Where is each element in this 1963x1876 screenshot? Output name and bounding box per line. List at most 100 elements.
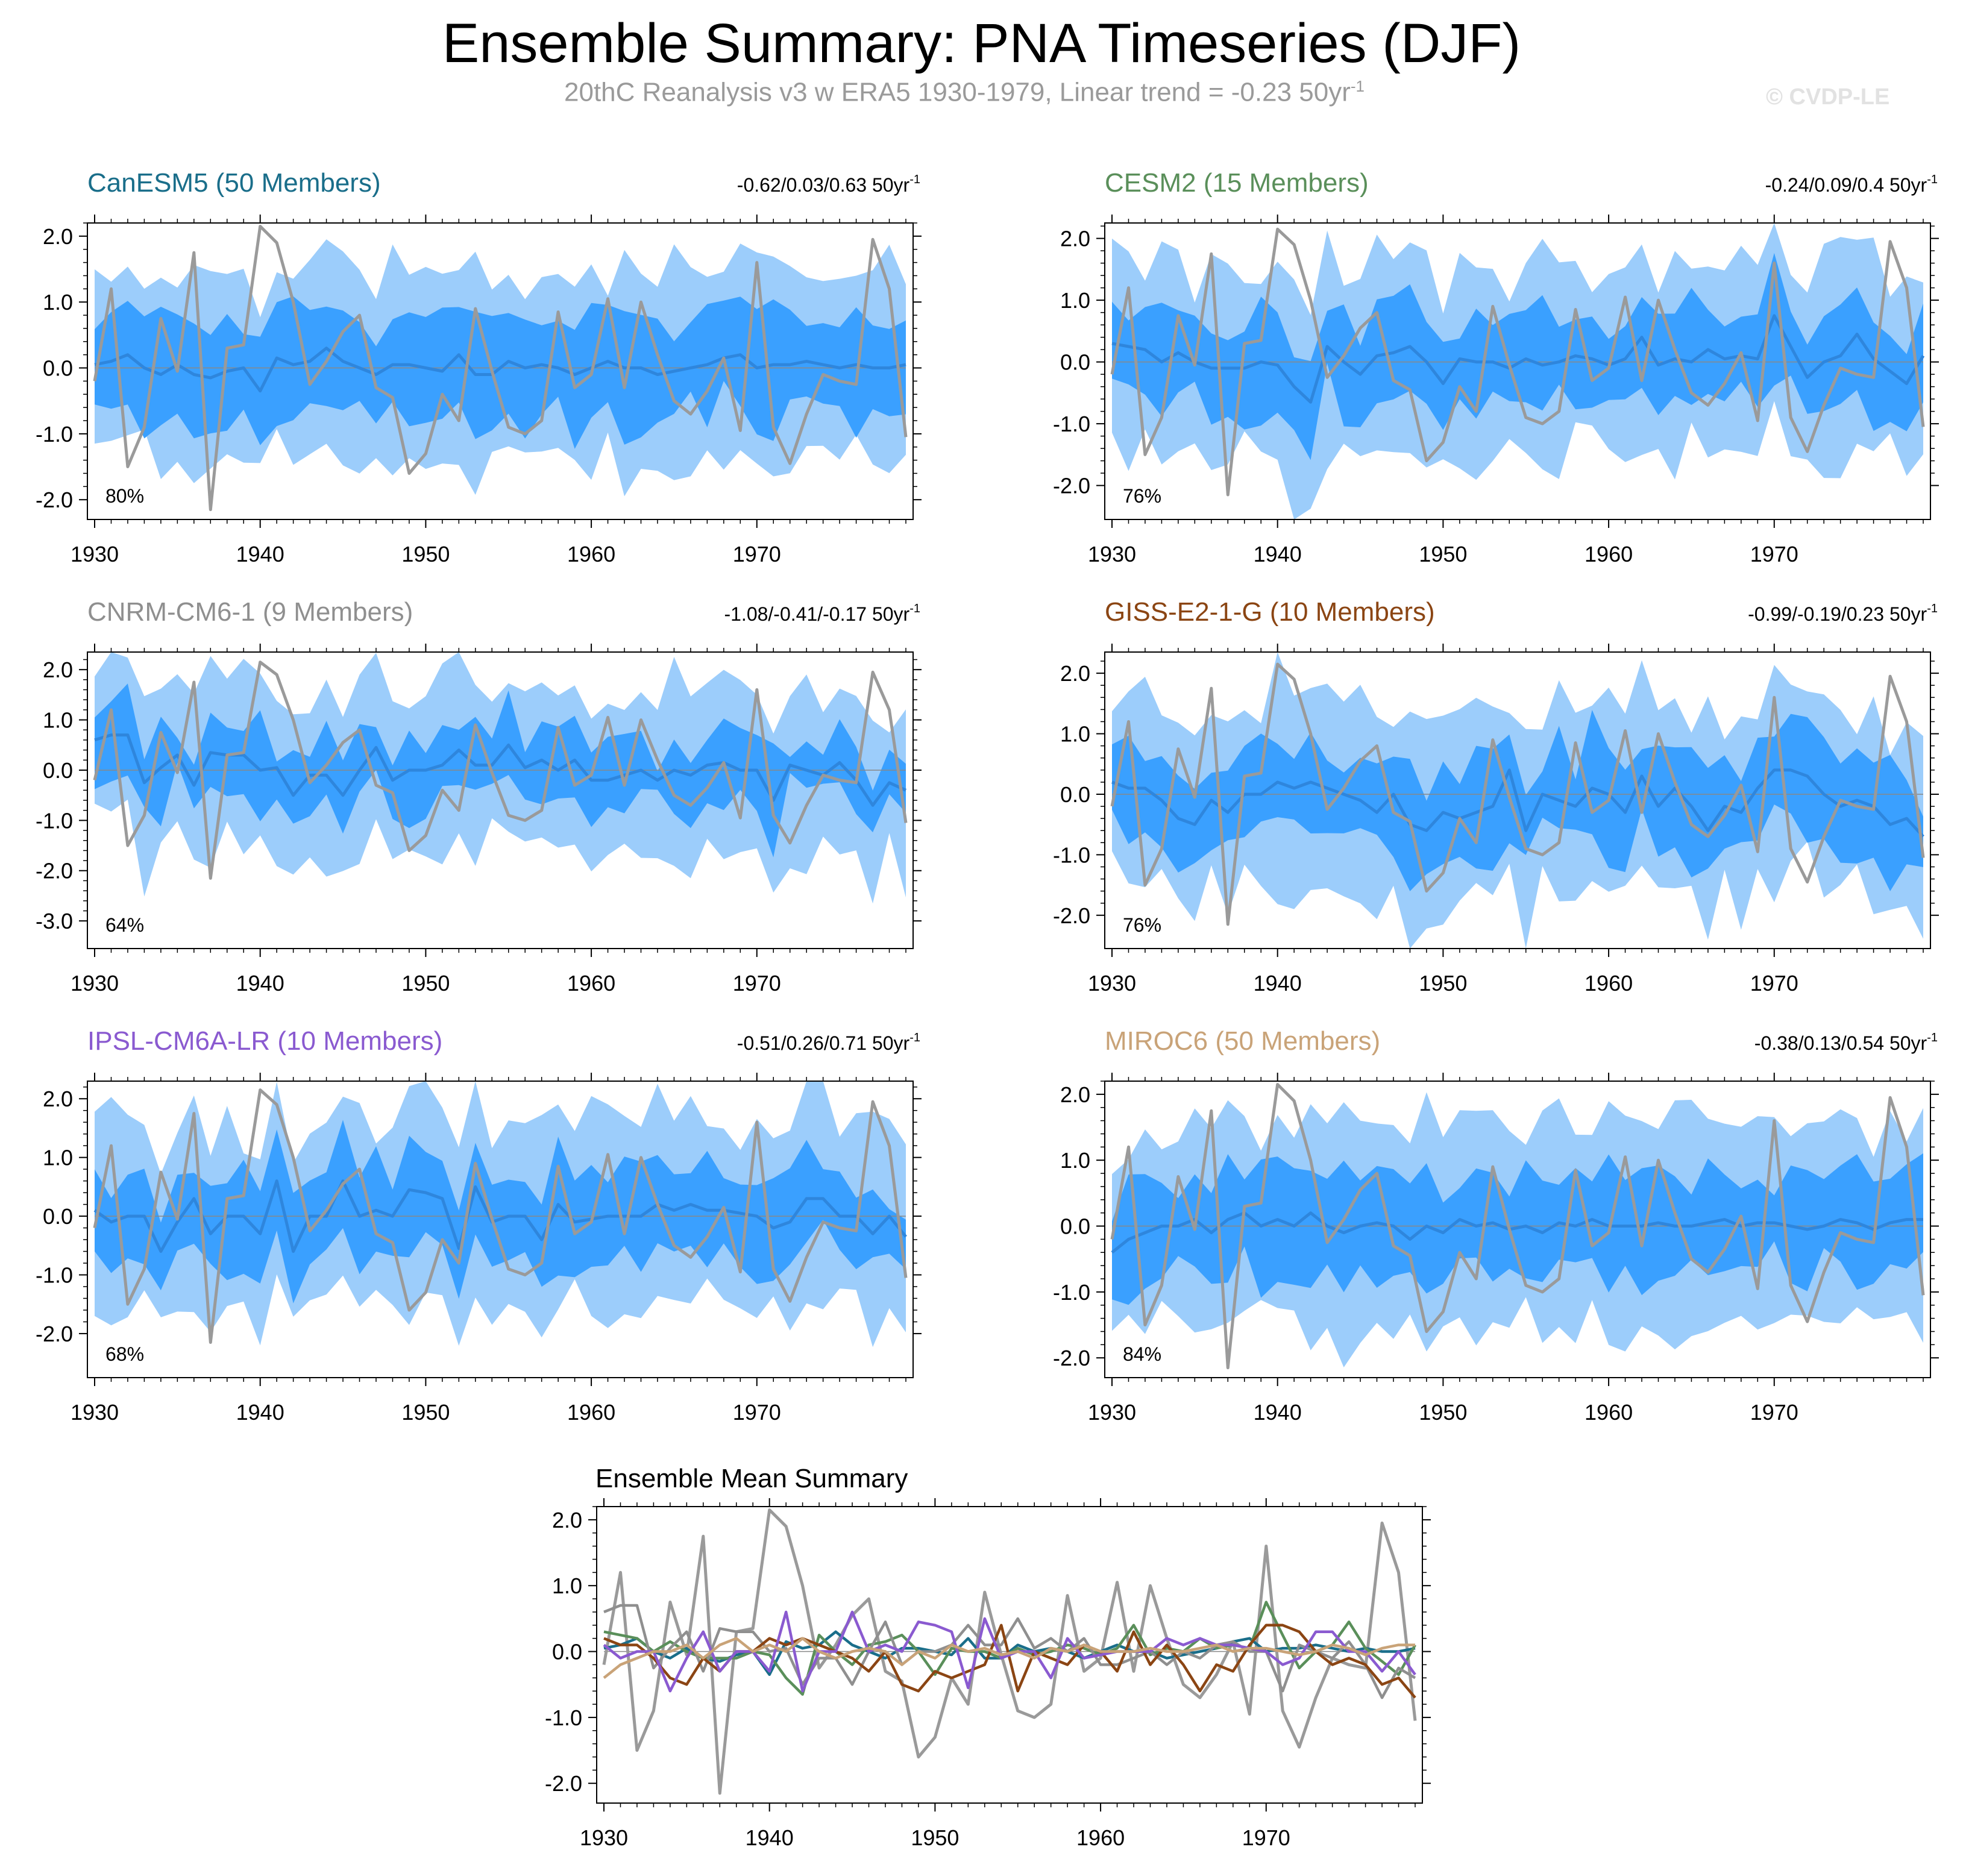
x-tick-label: 1950 <box>1419 971 1467 996</box>
x-tick-label: 1930 <box>1088 971 1136 996</box>
panel-title: IPSL-CM6A-LR (10 Members) <box>87 1026 442 1056</box>
panel-title: CNRM-CM6-1 (9 Members) <box>87 597 413 627</box>
trend-exponent: -1 <box>909 602 920 615</box>
x-tick-label: 1960 <box>567 971 615 996</box>
y-tick-label: 1.0 <box>552 1573 582 1598</box>
trend-exponent: -1 <box>909 173 920 186</box>
y-tick-label: -2.0 <box>36 488 73 512</box>
observed-line <box>93 660 908 880</box>
observed-line <box>93 1088 908 1344</box>
panel-ensemble-mean-summary: -2.0 -1.0 0.0 1.0 2.0 1930 1940 1950 1960 1970 Ens… <box>545 1464 1431 1850</box>
panel-title: GISS-E2-1-G (10 Members) <box>1105 597 1435 627</box>
plot-frame <box>1104 222 1931 520</box>
summary-line-cnrm-cm6-1 <box>603 1604 1416 1699</box>
y-tick-label: 0.0 <box>43 1204 73 1229</box>
x-tick-label: 1950 <box>1419 542 1467 566</box>
trend-exponent: -1 <box>1927 602 1938 615</box>
panel-giss-e2-1-g: -2.0 -1.0 0.0 1.0 2.0 1930 1940 1950 1960 1970 GIS… <box>1053 597 1939 996</box>
percent-label: 84% <box>1123 1343 1161 1365</box>
panel-title: CanESM5 (50 Members) <box>87 168 381 198</box>
x-tick-label: 1970 <box>1750 1400 1798 1425</box>
y-tick-label: 1.0 <box>1060 288 1090 313</box>
y-tick-label: -1.0 <box>1053 1280 1090 1305</box>
credit-watermark: © CVDP-LE <box>1766 84 1890 110</box>
plot-frame <box>1104 651 1931 949</box>
x-tick-label: 1960 <box>1585 1400 1633 1425</box>
y-tick-label: 0.0 <box>1060 782 1090 807</box>
trend-label: -0.99/-0.19/0.23 50yr-1 <box>1748 602 1938 625</box>
x-tick-label: 1930 <box>1088 1400 1136 1425</box>
x-tick-label: 1940 <box>746 1825 794 1850</box>
y-tick-label: -1.0 <box>36 808 73 833</box>
trend-label: -0.24/0.09/0.4 50yr-1 <box>1765 173 1938 196</box>
observed-line <box>1110 662 1925 926</box>
x-tick-label: 1960 <box>1585 971 1633 996</box>
panel-cnrm-cm6-1: -3.0 -2.0 -1.0 0.0 1.0 2.0 1930 1940 1950 1960 197… <box>36 597 922 996</box>
ensemble-mean-line <box>1111 1211 1923 1254</box>
observed-line <box>1110 227 1925 497</box>
panel-ipsl-cm6a-lr: -2.0 -1.0 0.0 1.0 2.0 1930 1940 1950 1960 1970 IPS… <box>36 1026 922 1425</box>
x-tick-label: 1970 <box>1242 1825 1290 1850</box>
trend-label: -0.62/0.03/0.63 50yr-1 <box>737 173 920 196</box>
trend-label: -0.51/0.26/0.71 50yr-1 <box>737 1031 920 1054</box>
observed-line <box>93 225 908 512</box>
y-tick-label: 0.0 <box>43 758 73 783</box>
summary-line-ipsl-cm6a-lr <box>603 1610 1416 1693</box>
plot-frame <box>1104 1081 1931 1378</box>
panel-title: CESM2 (15 Members) <box>1105 168 1369 198</box>
subtitle-text: 20thC Reanalysis v3 w ERA5 1930-1979, Li… <box>564 77 1351 107</box>
y-tick-label: 2.0 <box>43 224 73 249</box>
y-tick-label: 2.0 <box>43 657 73 682</box>
page-title: Ensemble Summary: PNA Timeseries (DJF) <box>442 13 1521 74</box>
trend-exponent: -1 <box>1927 173 1938 186</box>
inner-spread-band <box>95 296 906 449</box>
percent-label: 64% <box>105 914 144 936</box>
x-tick-label: 1960 <box>567 1400 615 1425</box>
panel-title: MIROC6 (50 Members) <box>1105 1026 1380 1056</box>
y-tick-label: 1.0 <box>1060 1148 1090 1173</box>
panel-miroc6: -2.0 -1.0 0.0 1.0 2.0 1930 1940 1950 1960 1970 MIR… <box>1053 1026 1939 1425</box>
trend-exponent: -1 <box>909 1031 920 1044</box>
x-tick-label: 1960 <box>567 542 615 566</box>
x-tick-label: 1940 <box>1254 971 1302 996</box>
observed-line <box>1110 1083 1925 1370</box>
x-tick-label: 1960 <box>1585 542 1633 566</box>
y-tick-label: 1.0 <box>1060 722 1090 747</box>
percent-label: 80% <box>105 485 144 507</box>
y-tick-label: -2.0 <box>1053 1346 1090 1370</box>
page-subtitle: 20thC Reanalysis v3 w ERA5 1930-1979, Li… <box>0 77 1929 108</box>
summary-line-miroc6 <box>603 1637 1415 1680</box>
x-tick-label: 1950 <box>1419 1400 1467 1425</box>
y-tick-label: -1.0 <box>36 1263 73 1288</box>
x-tick-label: 1950 <box>401 1400 450 1425</box>
x-tick-label: 1930 <box>580 1825 628 1850</box>
x-tick-label: 1930 <box>71 971 119 996</box>
x-tick-label: 1970 <box>733 1400 781 1425</box>
y-tick-label: 2.0 <box>1060 1082 1090 1107</box>
y-tick-label: -2.0 <box>1053 474 1090 498</box>
ensemble-mean-line <box>1111 314 1925 404</box>
y-tick-label: -2.0 <box>36 859 73 883</box>
y-tick-label: -1.0 <box>1053 412 1090 436</box>
y-tick-label: 2.0 <box>1060 227 1090 251</box>
inner-spread-band <box>1112 253 1923 460</box>
y-tick-label: -2.0 <box>545 1771 582 1796</box>
y-tick-label: 1.0 <box>43 290 73 315</box>
x-tick-label: 1960 <box>1076 1825 1125 1850</box>
x-tick-label: 1940 <box>1254 1400 1302 1425</box>
y-tick-label: -3.0 <box>36 909 73 933</box>
y-tick-label: -2.0 <box>36 1322 73 1346</box>
summary-line-canesm5 <box>603 1630 1416 1677</box>
y-tick-label: -2.0 <box>1053 903 1090 928</box>
x-tick-label: 1950 <box>911 1825 959 1850</box>
x-tick-label: 1930 <box>71 542 119 566</box>
trend-exponent: -1 <box>1927 1031 1938 1044</box>
y-tick-label: 1.0 <box>43 1146 73 1170</box>
ensemble-mean-line <box>93 1179 907 1253</box>
panel-cesm2: -2.0 -1.0 0.0 1.0 2.0 1930 1940 1950 1960 1970 CES… <box>1053 168 1939 566</box>
x-tick-label: 1940 <box>236 971 284 996</box>
plot-frame <box>596 1506 1423 1804</box>
x-tick-label: 1940 <box>236 1400 284 1425</box>
y-tick-label: -1.0 <box>36 422 73 447</box>
